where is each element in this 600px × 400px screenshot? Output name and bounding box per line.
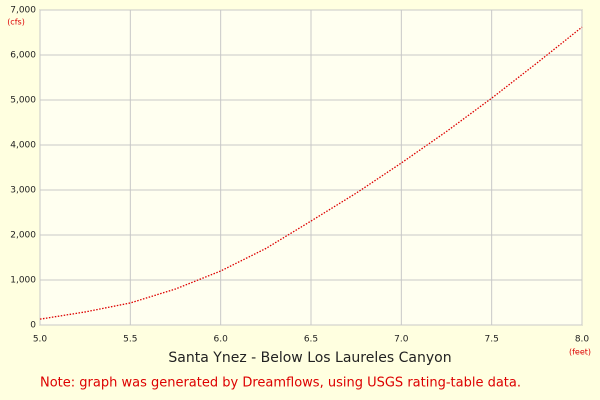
- y-tick-label: 2,000: [10, 231, 36, 241]
- chart-title: Santa Ynez - Below Los Laureles Canyon: [168, 350, 451, 366]
- x-tick-label: 5.0: [33, 335, 48, 345]
- x-tick-label: 8.0: [575, 335, 590, 345]
- y-tick-label: 0: [30, 321, 36, 331]
- x-unit: (feet): [569, 348, 591, 357]
- y-tick-label: 6,000: [10, 51, 36, 61]
- y-tick-label: 3,000: [10, 186, 36, 196]
- x-tick-label: 5.5: [123, 335, 137, 345]
- x-tick-label: 6.5: [304, 335, 318, 345]
- y-unit: (cfs): [7, 18, 25, 27]
- x-tick-label: 6.0: [214, 335, 229, 345]
- y-tick-label: 7,000: [10, 6, 36, 16]
- y-tick-label: 1,000: [10, 276, 36, 286]
- y-tick-label: 5,000: [10, 96, 36, 106]
- x-tick-label: 7.5: [485, 335, 499, 345]
- y-tick-label: 4,000: [10, 141, 36, 151]
- note: Note: graph was generated by Dreamflows,…: [40, 376, 521, 391]
- x-tick-label: 7.0: [394, 335, 409, 345]
